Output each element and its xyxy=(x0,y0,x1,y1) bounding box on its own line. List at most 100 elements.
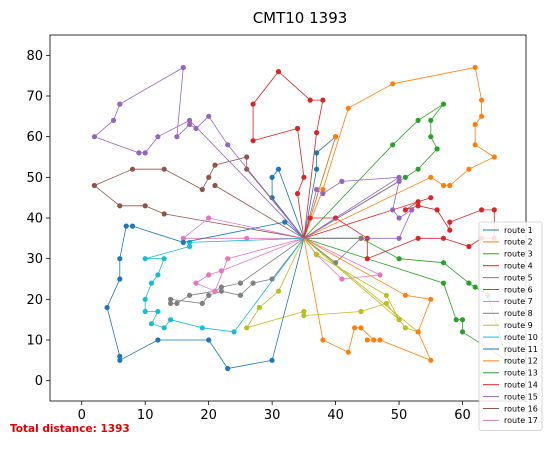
legend-label: route 15 xyxy=(504,392,538,401)
route-17-point xyxy=(193,280,199,286)
legend-label: route 1 xyxy=(504,226,533,235)
route-20-point xyxy=(402,292,408,298)
legend-label: route 13 xyxy=(504,369,538,378)
route-8-point xyxy=(218,288,224,294)
legend-label: route 6 xyxy=(504,285,533,294)
route-17-point xyxy=(206,272,212,278)
route-15-point xyxy=(187,117,193,123)
route-10-point xyxy=(148,321,155,327)
route-10-point xyxy=(155,308,161,315)
route-2-point xyxy=(479,97,485,103)
route-20-point xyxy=(428,296,434,302)
route-17-point xyxy=(339,276,345,282)
route-12-point xyxy=(333,134,339,140)
route-3-point xyxy=(415,117,421,123)
route-2-point xyxy=(320,186,326,193)
legend-box xyxy=(478,221,543,431)
route-13-point xyxy=(396,256,402,262)
legend: route 1 route 2 route 3 route 4 route 5 route… xyxy=(478,221,543,431)
route-9-point xyxy=(256,304,262,311)
legend-label: route 10 xyxy=(504,333,538,342)
route-9-point xyxy=(301,308,307,315)
route-8-point xyxy=(174,300,180,306)
route-6-point xyxy=(212,162,218,168)
route-3-point xyxy=(390,142,396,148)
route-5-point xyxy=(320,191,326,197)
route-1-point xyxy=(275,166,282,172)
route-10-point xyxy=(142,256,148,262)
route-14-point xyxy=(447,227,453,233)
x-tick-label: 60 xyxy=(454,408,471,423)
route-4-point xyxy=(275,69,282,75)
route-17-point xyxy=(225,256,231,262)
route-2-point xyxy=(440,182,447,189)
route-15-point xyxy=(390,207,396,213)
legend-label: route 16 xyxy=(504,404,538,413)
route-15-point xyxy=(187,121,193,128)
route-9-point xyxy=(402,325,408,331)
route-6-point xyxy=(244,166,250,172)
route-8-point xyxy=(199,300,205,306)
route-9-point xyxy=(275,288,282,294)
route-15-point xyxy=(155,134,161,140)
route-6-point xyxy=(142,203,148,209)
route-19-point xyxy=(314,252,320,258)
route-9-point xyxy=(358,308,364,315)
route-10-point xyxy=(142,308,148,315)
route-line-19 xyxy=(303,237,400,321)
route-14-point xyxy=(333,215,339,221)
route-15-point xyxy=(136,150,142,156)
route-14-point xyxy=(415,235,421,241)
route-10-point xyxy=(168,317,174,323)
route-14-point xyxy=(415,199,421,205)
route-6-point xyxy=(161,166,167,172)
route-10-point xyxy=(199,325,205,331)
route-3-point xyxy=(428,117,434,123)
route-line-14 xyxy=(303,197,495,260)
route-1-point xyxy=(314,166,320,172)
route-13-point xyxy=(440,280,447,286)
route-18-point xyxy=(358,235,364,241)
y-tick-label: 20 xyxy=(26,293,43,308)
route-20-point xyxy=(320,337,326,343)
route-2-point xyxy=(345,105,351,111)
route-11-point xyxy=(180,239,186,245)
route-8-point xyxy=(206,292,212,298)
route-1-point xyxy=(269,174,275,180)
route-14-point xyxy=(415,203,421,209)
route-5-point xyxy=(339,178,345,184)
route-8-point xyxy=(168,300,174,306)
route-line-10 xyxy=(144,237,305,333)
route-15-point xyxy=(396,235,402,241)
route-13-point xyxy=(466,280,472,286)
chart-title: CMT10 1393 xyxy=(253,9,348,27)
y-tick-label: 40 xyxy=(26,212,43,227)
route-line-11 xyxy=(106,221,305,369)
plot-area xyxy=(91,64,510,372)
route-4-point xyxy=(301,174,307,180)
route-4-point xyxy=(294,191,301,197)
route-6-point xyxy=(199,186,205,193)
route-13-point xyxy=(440,260,447,266)
legend-label: route 11 xyxy=(504,345,538,354)
route-15-point xyxy=(174,134,180,140)
route-line-13 xyxy=(303,237,508,362)
route-8-point xyxy=(218,284,224,290)
route-15-point xyxy=(396,215,402,221)
route-17-point xyxy=(377,272,383,278)
route-8-point xyxy=(269,276,275,282)
route-line-15 xyxy=(93,66,413,239)
route-13-point xyxy=(472,284,478,290)
route-9-point xyxy=(244,325,250,331)
route-15-point xyxy=(409,207,415,213)
route-10-point xyxy=(161,256,167,262)
route-20-point xyxy=(352,325,358,331)
x-tick-label: 50 xyxy=(391,408,408,423)
route-6-point xyxy=(117,203,123,209)
y-tick-label: 30 xyxy=(26,252,43,267)
route-4-point xyxy=(320,97,326,103)
route-4-point xyxy=(294,125,301,132)
route-13-point xyxy=(453,317,459,323)
route-15-point xyxy=(206,113,212,119)
route-20-point xyxy=(364,337,370,343)
